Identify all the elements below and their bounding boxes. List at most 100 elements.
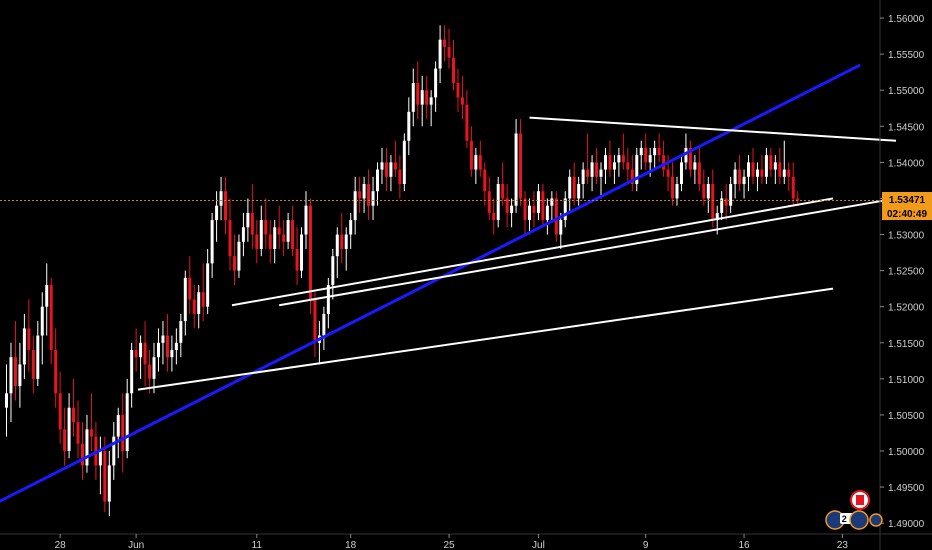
candle-body (702, 184, 706, 199)
candle-body (742, 176, 746, 185)
time-axis[interactable]: 28 Jun 11 18 25 Jul 9 16 23 (55, 534, 849, 550)
candle-body (219, 191, 223, 206)
candle (577, 176, 581, 206)
candle (505, 184, 509, 228)
candle (702, 169, 706, 206)
candle-body (536, 191, 540, 213)
candle (156, 328, 160, 372)
candle (224, 176, 228, 235)
candle-body (617, 155, 621, 163)
candle (31, 335, 35, 394)
candle-body (550, 198, 554, 206)
candles-group (5, 25, 800, 516)
candle (657, 133, 661, 163)
candle-body (362, 184, 366, 199)
candle-body (787, 169, 791, 177)
candle (751, 147, 755, 185)
event-marker-icon[interactable] (869, 513, 883, 527)
candle (398, 155, 402, 199)
candle-body (228, 220, 232, 257)
candle-body (344, 234, 348, 249)
candle-body (545, 205, 549, 221)
candle (738, 155, 742, 192)
candle-body (384, 162, 388, 177)
candle (796, 191, 800, 206)
price-axis[interactable]: 1.49000 1.49500 1.50000 1.50500 1.51000 1.515… (880, 14, 925, 530)
candle (273, 220, 277, 264)
candle (474, 147, 478, 185)
x-tick-label: Jun (128, 540, 144, 550)
candle (313, 292, 317, 358)
candle-body (170, 349, 174, 358)
candle (773, 155, 777, 185)
candle (644, 133, 648, 170)
candle (603, 147, 607, 185)
candle-body (107, 465, 111, 502)
candle-body (353, 191, 357, 221)
candle (653, 140, 657, 170)
candle (125, 378, 129, 459)
candle-body (684, 147, 688, 163)
candle (590, 155, 594, 192)
candle (58, 371, 62, 444)
candle-body (653, 147, 657, 156)
candle (769, 147, 773, 177)
candle (371, 176, 375, 221)
candle-body (501, 184, 505, 199)
candle-body (89, 429, 93, 437)
candle-body (527, 205, 531, 221)
candle (697, 147, 701, 192)
upper-resistance-line[interactable] (529, 116, 897, 142)
candle-body (40, 306, 44, 336)
candle-body (747, 162, 751, 177)
candle-body (103, 451, 107, 502)
candle-body (393, 162, 397, 170)
blue-support-line[interactable] (0, 63, 861, 516)
candle-body (49, 285, 53, 350)
economic-events[interactable]: 2 1 (825, 490, 883, 530)
candle-body (621, 155, 625, 163)
candle-body (769, 155, 773, 170)
candle (264, 198, 268, 249)
candle (179, 313, 183, 358)
candle-body (751, 162, 755, 177)
candle-body (554, 198, 558, 235)
triangle-support-line[interactable] (278, 197, 897, 307)
candle-body (478, 155, 482, 170)
candle (527, 198, 531, 235)
candle (384, 147, 388, 192)
candle (550, 191, 554, 221)
candle-body (286, 220, 290, 242)
candle (420, 75, 424, 127)
candle-body (612, 162, 616, 170)
event-marker-icon[interactable] (849, 510, 869, 530)
candle-body (148, 364, 152, 379)
candle-body (474, 155, 478, 170)
candle (139, 335, 143, 379)
candle-body (720, 198, 724, 213)
candle (331, 248, 335, 300)
candle-body (635, 155, 639, 185)
candle (554, 191, 558, 242)
lower-channel-line[interactable] (137, 287, 834, 391)
candle (760, 155, 764, 185)
candle (282, 220, 286, 257)
x-tick-label: Jul (532, 540, 545, 550)
mid-channel-line[interactable] (231, 197, 834, 307)
candle-body (241, 227, 245, 242)
candle-body (264, 220, 268, 235)
x-tick-label: 23 (837, 540, 849, 550)
candle (40, 292, 44, 365)
candle-body (443, 39, 447, 47)
y-tick-label: 1.50000 (888, 447, 925, 458)
candle-body (402, 140, 406, 185)
candle (85, 414, 89, 473)
candle-body (161, 335, 165, 343)
candle-body (662, 155, 666, 170)
candle-body (282, 234, 286, 242)
x-tick-label: 11 (252, 540, 263, 550)
candle (362, 176, 366, 213)
candle-body (143, 342, 147, 365)
